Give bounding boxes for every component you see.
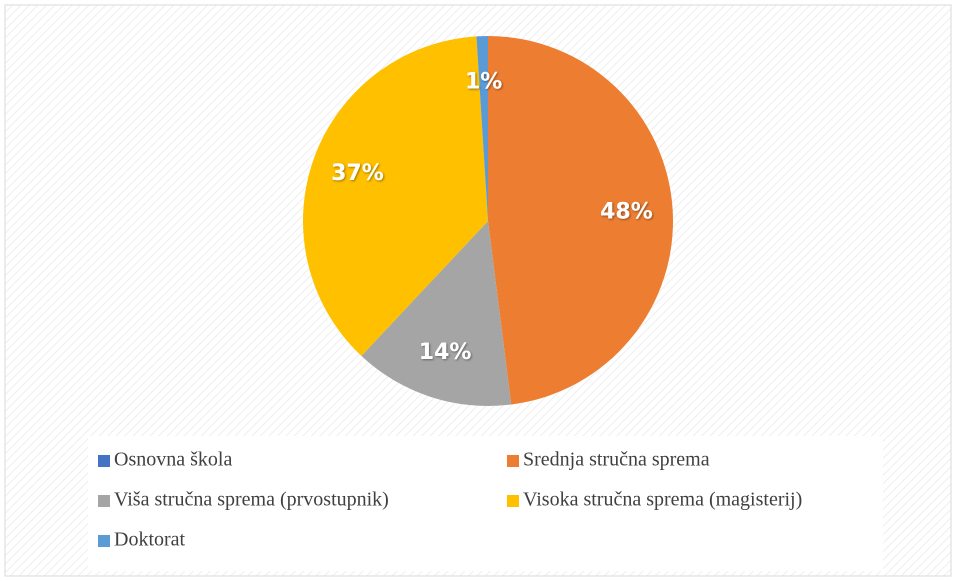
legend-swatch: [507, 455, 519, 467]
pie-slice: [488, 36, 674, 405]
legend-label: Doktorat: [114, 529, 186, 551]
pie-slice: [361, 221, 512, 406]
legend-label: Visoka stručna sprema (magisterij): [523, 489, 802, 511]
legend-swatch: [507, 495, 519, 507]
legend-box: [88, 436, 883, 571]
data-label: 14%: [419, 340, 472, 365]
data-label: 48%: [600, 199, 653, 224]
legend-label: Osnovna škola: [114, 449, 232, 471]
legend-swatch: [98, 495, 110, 507]
legend-label: Srednja stručna sprema: [523, 449, 710, 471]
data-label: 37%: [331, 161, 384, 186]
pie-slice: [303, 36, 488, 356]
pie-slice: [476, 36, 488, 221]
legend-swatch: [98, 455, 110, 467]
legend-label: Viša stručna sprema (prvostupnik): [114, 489, 389, 511]
data-label: 1%: [465, 69, 502, 94]
legend-swatch: [98, 535, 110, 547]
